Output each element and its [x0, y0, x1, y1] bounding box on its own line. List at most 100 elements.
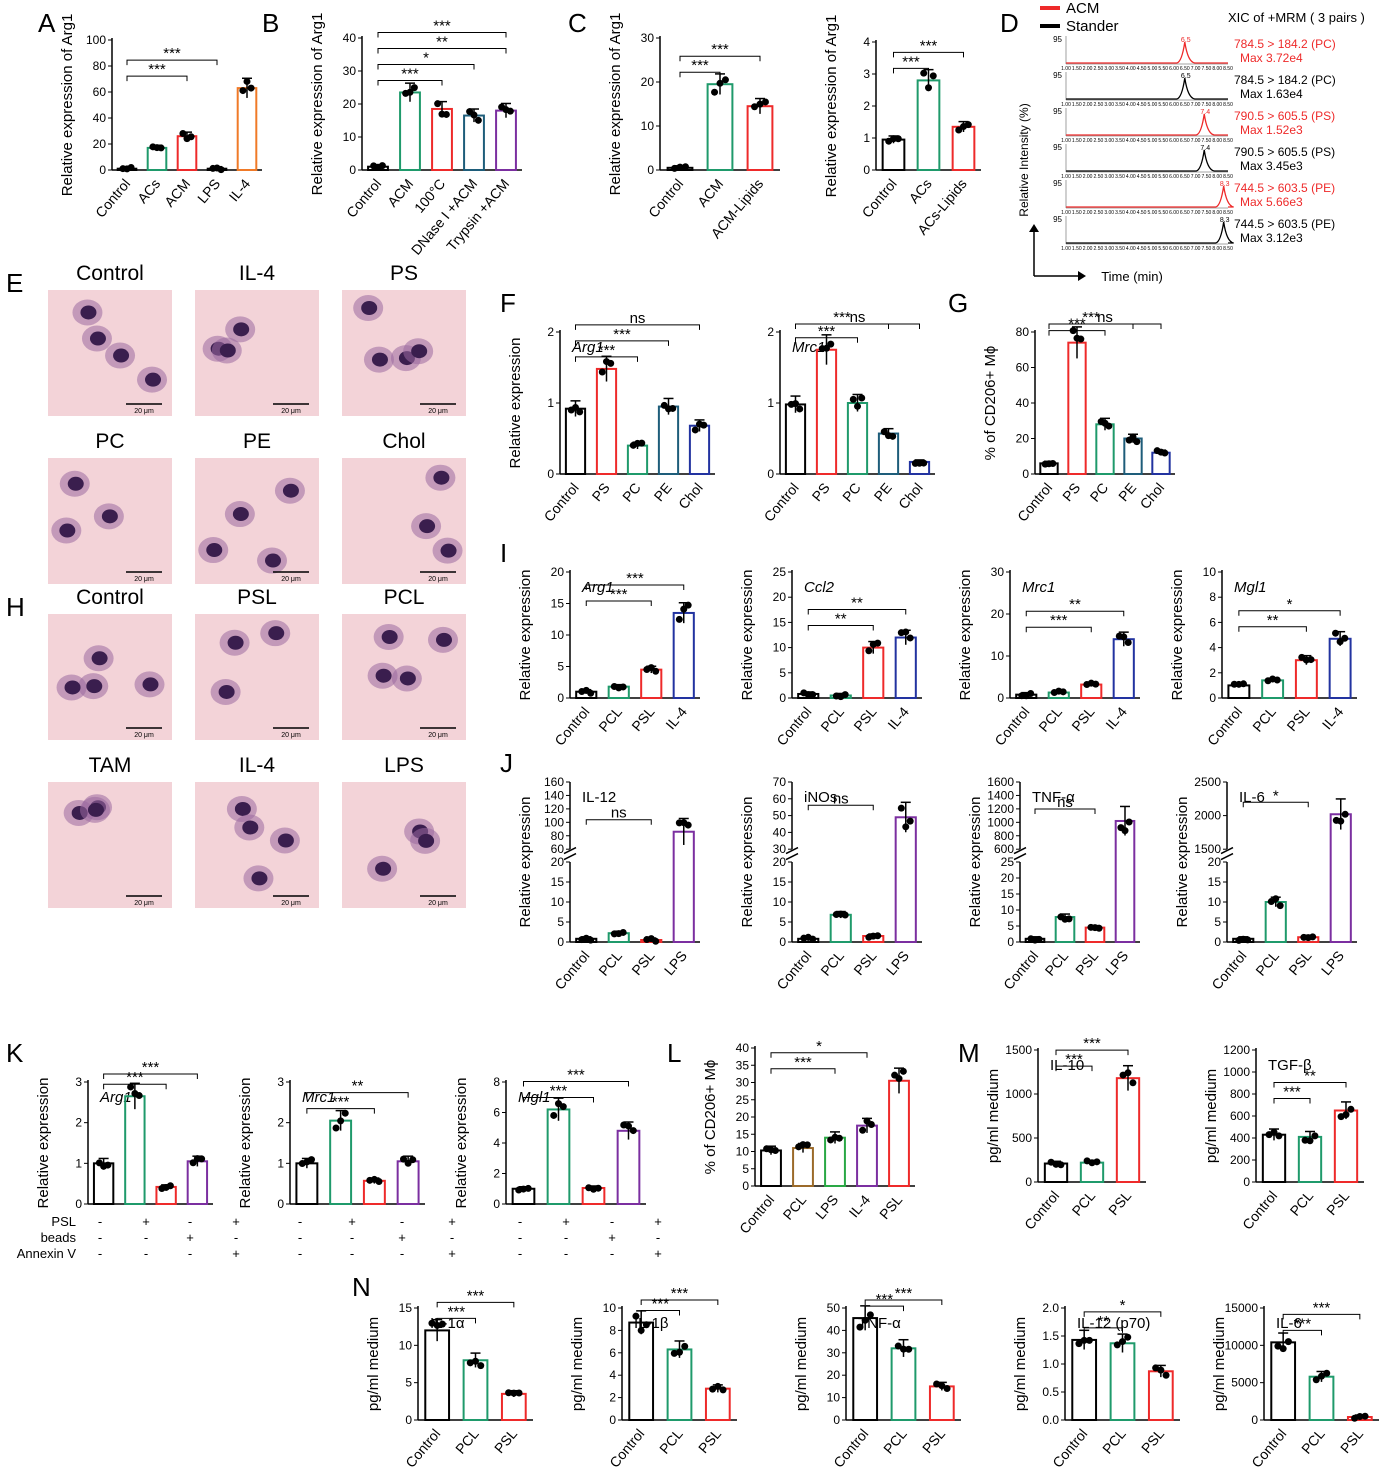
bar — [846, 402, 869, 475]
data-point — [341, 1109, 349, 1117]
data-point — [1124, 638, 1132, 646]
nucleus — [87, 802, 104, 817]
chart-b: 0 10 20 30 40 Relative expression of Arg1 Cont… — [309, 13, 522, 258]
y-tick-label: 0 — [609, 1413, 616, 1427]
data-point — [716, 79, 724, 87]
data-point — [239, 87, 247, 95]
data-point — [506, 107, 514, 115]
nucleus — [89, 331, 106, 346]
data-point — [796, 405, 804, 413]
significance-bracket — [1048, 330, 1106, 336]
panel-label-M: M — [958, 1038, 980, 1068]
panel-label-H: H — [6, 592, 25, 622]
significance-bracket — [864, 1305, 904, 1312]
data-point — [669, 404, 677, 412]
x-tick-label: 5.00 — [1148, 246, 1158, 252]
x-tick-label: 3.00 — [1104, 210, 1114, 216]
category-label: PSL — [1285, 947, 1314, 978]
chart-i3: 0 10 20 30 Relative expression Mrc1 Control PCL… — [957, 565, 1140, 749]
micrograph-h-4: 20 μm — [195, 782, 319, 908]
y-tick-label: 2 — [277, 1116, 284, 1130]
category-label: Control — [1248, 1426, 1289, 1471]
data-point — [442, 110, 450, 118]
treatment-mark: - — [450, 1230, 454, 1245]
significance-bracket — [103, 1073, 198, 1079]
significance-bracket — [306, 1092, 409, 1098]
data-point — [771, 1147, 779, 1155]
treatment-mark: - — [298, 1214, 302, 1229]
nucleus — [91, 651, 108, 666]
micrograph-title: PE — [243, 430, 271, 453]
trace-line — [1066, 221, 1234, 244]
x-tick-label: 3.50 — [1115, 174, 1125, 180]
peak-label: 7.4 — [1200, 145, 1210, 152]
y-axis-label: Relative expression of Arg1 — [823, 15, 840, 198]
significance-label: * — [1120, 1297, 1126, 1314]
x-tick-label: 7.00 — [1191, 246, 1201, 252]
y-tick-label: 0 — [1022, 467, 1029, 481]
treatment-mark: - — [98, 1230, 102, 1245]
micrograph-image — [342, 782, 466, 908]
micrograph-title: Control — [76, 586, 144, 609]
significance-bracket — [585, 584, 685, 590]
y-tick-label: 20 — [551, 565, 565, 579]
treatment-mark: - — [518, 1246, 522, 1261]
significance-bracket — [1025, 610, 1125, 617]
significance-bracket — [126, 75, 188, 82]
data-point — [409, 1156, 417, 1164]
data-point — [1075, 1340, 1083, 1348]
bar — [564, 407, 587, 475]
bar — [706, 83, 734, 171]
y-tick-label: 20 — [1208, 855, 1222, 869]
significance-bracket — [436, 1301, 515, 1308]
data-point — [1120, 633, 1128, 641]
y-tick-label: 15 — [773, 875, 787, 889]
data-point — [375, 1178, 383, 1186]
x-tick-label: 6.00 — [1169, 102, 1179, 108]
y-tick-label: 1200 — [987, 802, 1014, 816]
x-tick-label: 3.00 — [1104, 174, 1114, 180]
data-point — [428, 1319, 436, 1327]
treatment-mark: + — [654, 1214, 662, 1229]
x-tick-label: 5.50 — [1158, 246, 1168, 252]
significance-bracket — [585, 819, 652, 825]
category-label: PCL — [1252, 947, 1282, 978]
chart-title: TNF-α — [858, 1315, 901, 1332]
bar — [546, 1108, 571, 1205]
significance-label: *** — [567, 1066, 585, 1083]
y-axis-label: Relative expression — [957, 570, 974, 701]
y-tick-label: 10 — [641, 119, 655, 133]
trace-max: Max 3.72e4 — [1240, 51, 1303, 65]
treatment-mark: + — [142, 1214, 150, 1229]
data-point — [1105, 422, 1113, 430]
x-tick-label: 7.00 — [1191, 210, 1201, 216]
x-tick-label: 1.50 — [1072, 174, 1082, 180]
nucleus — [375, 861, 392, 876]
category-label: Control — [773, 704, 814, 749]
y-tick-label: 25 — [736, 1093, 750, 1107]
y-tick-label: 30 — [736, 1076, 750, 1090]
significance-label: *** — [1313, 1299, 1331, 1316]
significance-label: *** — [626, 570, 644, 587]
category-label: LPS — [883, 948, 912, 979]
y-tick-label: 30 — [641, 31, 655, 45]
nucleus — [101, 509, 118, 524]
significance-label: * — [423, 49, 429, 66]
micrograph-title: IL-4 — [239, 754, 276, 777]
panel-label-E: E — [6, 268, 23, 298]
category-label: Control — [551, 704, 592, 749]
data-point — [681, 1342, 689, 1350]
legend-label: Stander — [1066, 18, 1119, 35]
y-tick-label: 8 — [1209, 590, 1216, 604]
significance-bracket — [377, 79, 443, 86]
nucleus — [418, 833, 435, 848]
treatment-mark: + — [348, 1214, 356, 1229]
x-tick-label: 1.00 — [1061, 66, 1071, 72]
bar — [424, 1329, 451, 1422]
x-tick-label: 2.50 — [1094, 102, 1104, 108]
bar — [704, 1387, 731, 1422]
y-tick-label: 0 — [767, 467, 774, 481]
x-tick-label: 5.00 — [1148, 174, 1158, 180]
significance-label: * — [1273, 787, 1279, 804]
trace-line — [1066, 41, 1228, 64]
